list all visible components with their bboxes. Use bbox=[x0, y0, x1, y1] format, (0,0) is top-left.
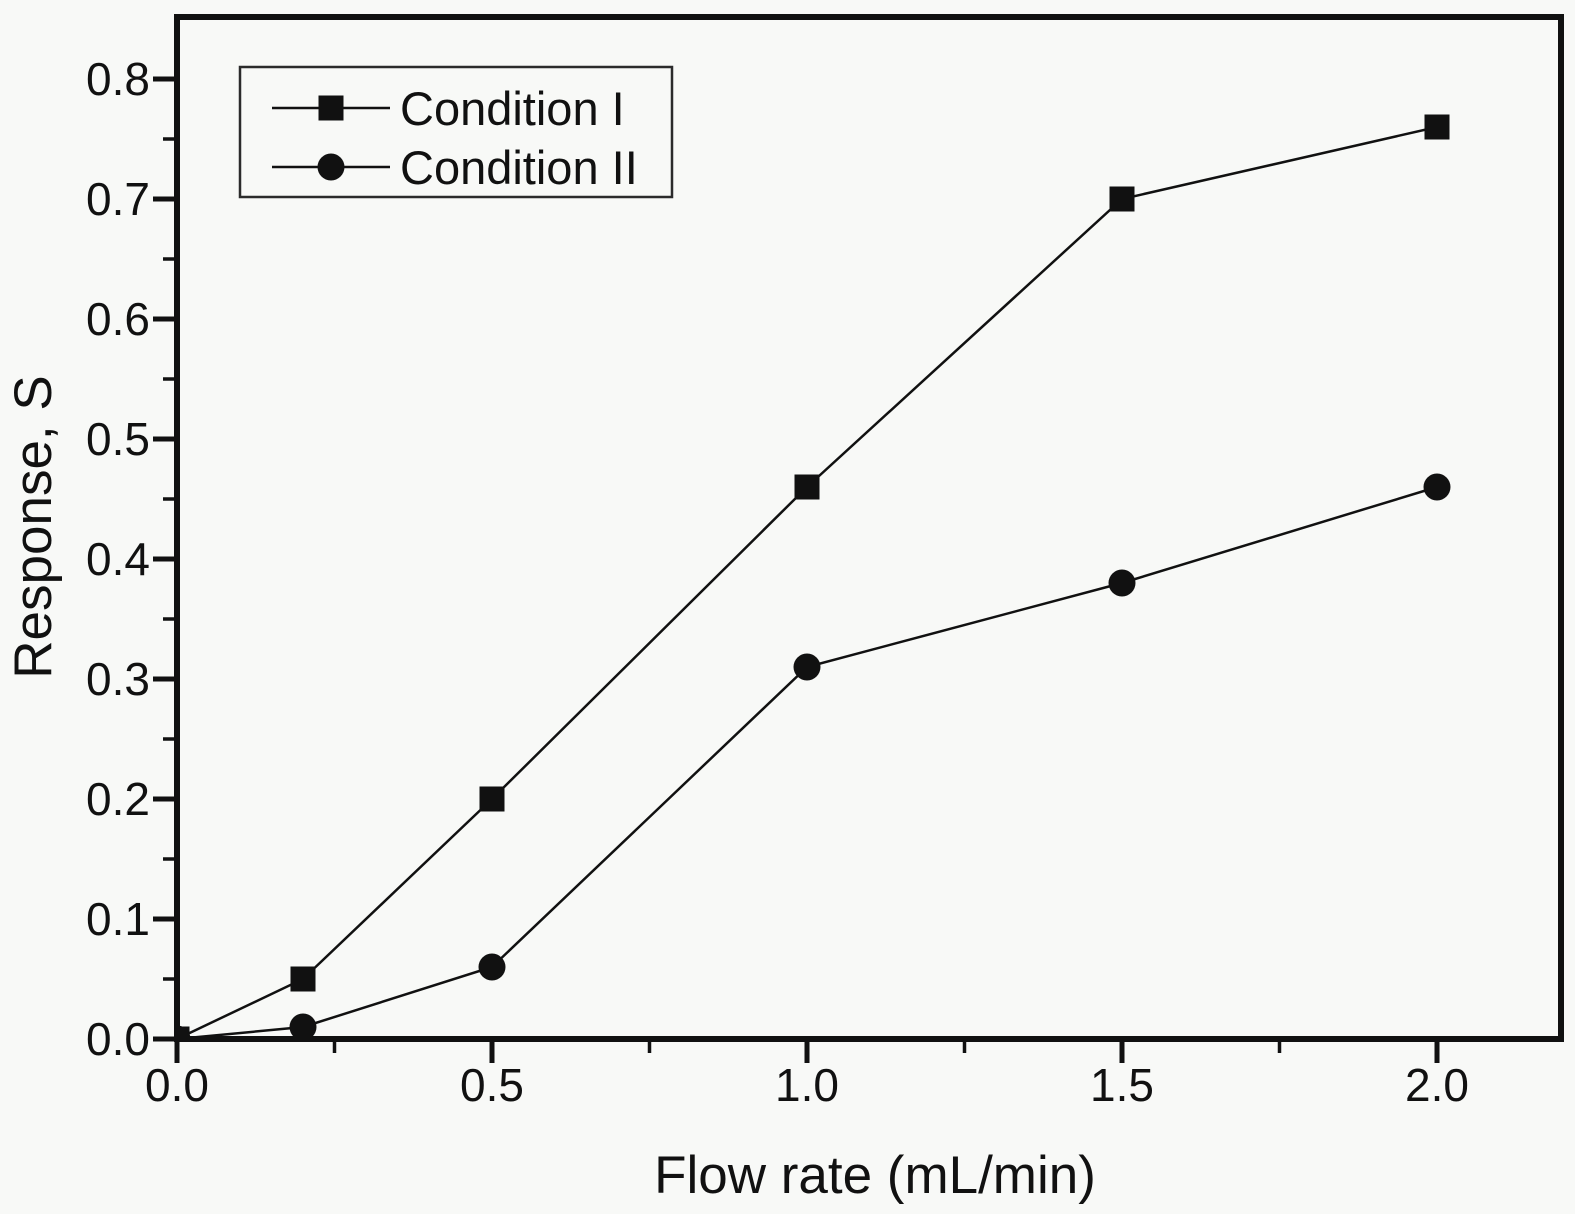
legend: Condition I Condition II bbox=[238, 65, 674, 199]
x-tick-label: 1.5 bbox=[1090, 1059, 1154, 1111]
x-axis-title: Flow rate (mL/min) bbox=[654, 1146, 1096, 1205]
data-point-circle bbox=[1423, 473, 1451, 501]
x-tick-label: 1.0 bbox=[775, 1059, 839, 1111]
y-axis-title: Response, S bbox=[4, 375, 63, 678]
series-line bbox=[180, 125, 1438, 1036]
y-tick-label: 0.6 bbox=[86, 293, 150, 345]
legend-marker-circle-icon bbox=[317, 153, 345, 181]
y-tick-label: 0.7 bbox=[86, 173, 150, 225]
y-tick-label: 0.1 bbox=[86, 893, 150, 945]
y-tick-label: 0.4 bbox=[86, 533, 150, 585]
data-series bbox=[180, 114, 1451, 1036]
axis-tick-labels: 0.0 0.5 1.0 1.5 2.0 0.0 0.1 0.2 0.3 0.4 0.5 0.6 0.7 0… bbox=[86, 53, 1469, 1111]
axis-ticks bbox=[153, 76, 1440, 1063]
legend-border bbox=[238, 65, 674, 199]
y-tick-label: 0.0 bbox=[86, 1013, 150, 1065]
series-condition-i bbox=[180, 114, 1450, 1036]
data-point-square bbox=[479, 786, 505, 812]
series-condition-ii bbox=[180, 473, 1451, 1036]
data-point-circle bbox=[289, 1013, 317, 1036]
legend-label: Condition II bbox=[400, 141, 638, 194]
y-tick-label: 0.5 bbox=[86, 413, 150, 465]
legend-item: Condition II bbox=[272, 141, 638, 194]
legend-item: Condition I bbox=[272, 82, 625, 135]
data-point-circle bbox=[180, 1025, 191, 1036]
data-point-circle bbox=[793, 653, 821, 681]
data-point-circle bbox=[1108, 569, 1136, 597]
data-point-square bbox=[794, 474, 820, 500]
data-point-circle bbox=[478, 953, 506, 981]
x-tick-label: 2.0 bbox=[1405, 1059, 1469, 1111]
legend-label: Condition I bbox=[400, 82, 625, 135]
plot-frame bbox=[174, 14, 1564, 1042]
data-point-square bbox=[1109, 186, 1135, 212]
x-tick-label: 0.0 bbox=[145, 1059, 209, 1111]
data-point-square bbox=[1424, 114, 1450, 140]
y-tick-label: 0.8 bbox=[86, 53, 150, 105]
data-point-square bbox=[290, 966, 316, 992]
legend-marker-square-icon bbox=[318, 95, 344, 121]
series-line bbox=[195, 485, 1438, 1036]
y-tick-label: 0.3 bbox=[86, 653, 150, 705]
y-tick-label: 0.2 bbox=[86, 773, 150, 825]
x-tick-label: 0.5 bbox=[460, 1059, 524, 1111]
